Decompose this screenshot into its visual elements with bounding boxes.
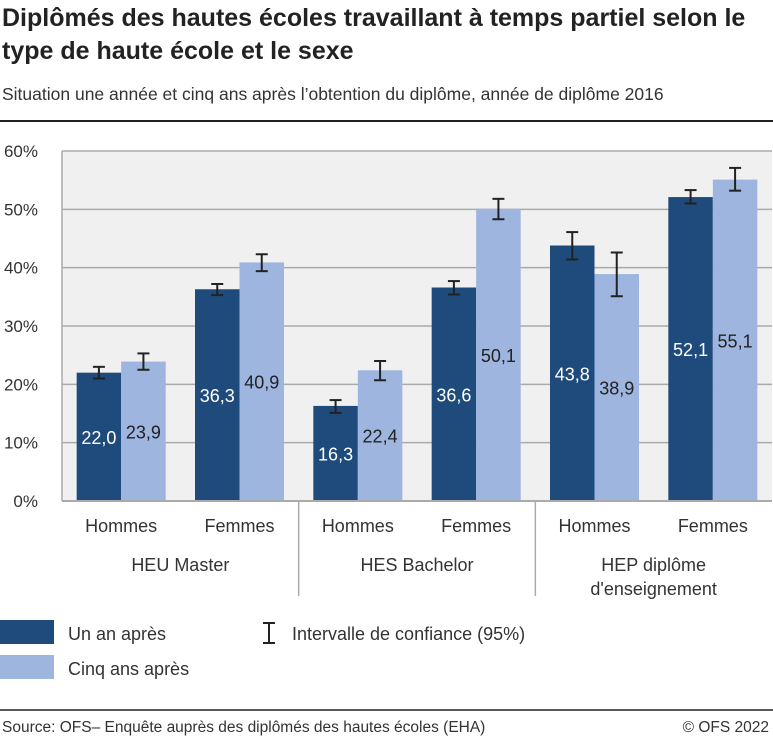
x-category-label: Femmes bbox=[204, 516, 274, 536]
bar bbox=[476, 208, 521, 501]
bar bbox=[431, 287, 477, 501]
chart-title: Diplômés des hautes écoles travaillant à… bbox=[2, 4, 746, 65]
y-tick-label: 30% bbox=[4, 317, 38, 336]
legend-swatch-cinq-ans bbox=[0, 655, 54, 679]
x-category-label: Hommes bbox=[558, 516, 630, 536]
title-rule bbox=[0, 120, 773, 122]
bar bbox=[668, 197, 713, 502]
x-category-label: Hommes bbox=[322, 516, 394, 536]
bar bbox=[76, 372, 122, 501]
y-tick-label: 60% bbox=[4, 142, 38, 161]
legend-label-ci: Intervalle de confiance (95%) bbox=[292, 624, 525, 644]
legend-swatch-un-an bbox=[0, 620, 54, 644]
bar bbox=[195, 289, 240, 501]
chart-subtitle: Situation une année et cinq ans après l’… bbox=[2, 84, 664, 104]
bar bbox=[594, 274, 639, 501]
x-group-label: HEU Master bbox=[131, 555, 229, 575]
x-category-label: Femmes bbox=[441, 516, 511, 536]
bar bbox=[121, 361, 166, 501]
x-group-label: HEP diplôme bbox=[601, 555, 706, 575]
bar bbox=[313, 405, 358, 501]
data-label: 43,8 bbox=[555, 364, 590, 384]
data-label: 36,6 bbox=[436, 385, 471, 405]
legend-label-un-an: Un an après bbox=[68, 624, 166, 644]
copyright: © OFS 2022 bbox=[682, 719, 769, 736]
bar bbox=[712, 179, 758, 502]
y-tick-label: 0% bbox=[13, 492, 38, 511]
data-label: 23,9 bbox=[126, 422, 161, 442]
data-label: 40,9 bbox=[244, 373, 279, 393]
data-label: 36,3 bbox=[200, 386, 235, 406]
data-label: 22,4 bbox=[363, 427, 398, 447]
x-category-label: Hommes bbox=[85, 516, 157, 536]
x-group-label: HES Bachelor bbox=[360, 555, 473, 575]
source-note: Source: OFS– Enquête auprès des diplômés… bbox=[2, 719, 486, 736]
bar bbox=[239, 262, 284, 501]
data-label: 22,0 bbox=[81, 428, 116, 448]
x-category-label: Femmes bbox=[678, 516, 748, 536]
data-label: 50,1 bbox=[481, 346, 516, 366]
data-label: 16,3 bbox=[318, 444, 353, 464]
data-label: 52,1 bbox=[673, 340, 708, 360]
data-label: 55,1 bbox=[718, 331, 753, 351]
data-label: 38,9 bbox=[599, 379, 634, 399]
legend-label-cinq-ans: Cinq ans après bbox=[68, 659, 189, 679]
y-tick-label: 20% bbox=[4, 375, 38, 394]
x-group-label: d'enseignement bbox=[590, 579, 717, 599]
y-tick-label: 50% bbox=[4, 200, 38, 219]
y-tick-label: 10% bbox=[4, 434, 38, 453]
bar bbox=[550, 245, 595, 501]
y-tick-label: 40% bbox=[4, 259, 38, 278]
bar bbox=[357, 370, 403, 501]
